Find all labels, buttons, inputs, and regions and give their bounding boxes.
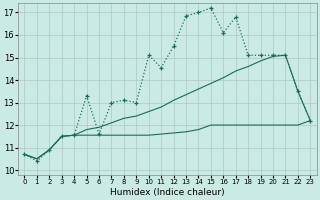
X-axis label: Humidex (Indice chaleur): Humidex (Indice chaleur) <box>110 188 225 197</box>
